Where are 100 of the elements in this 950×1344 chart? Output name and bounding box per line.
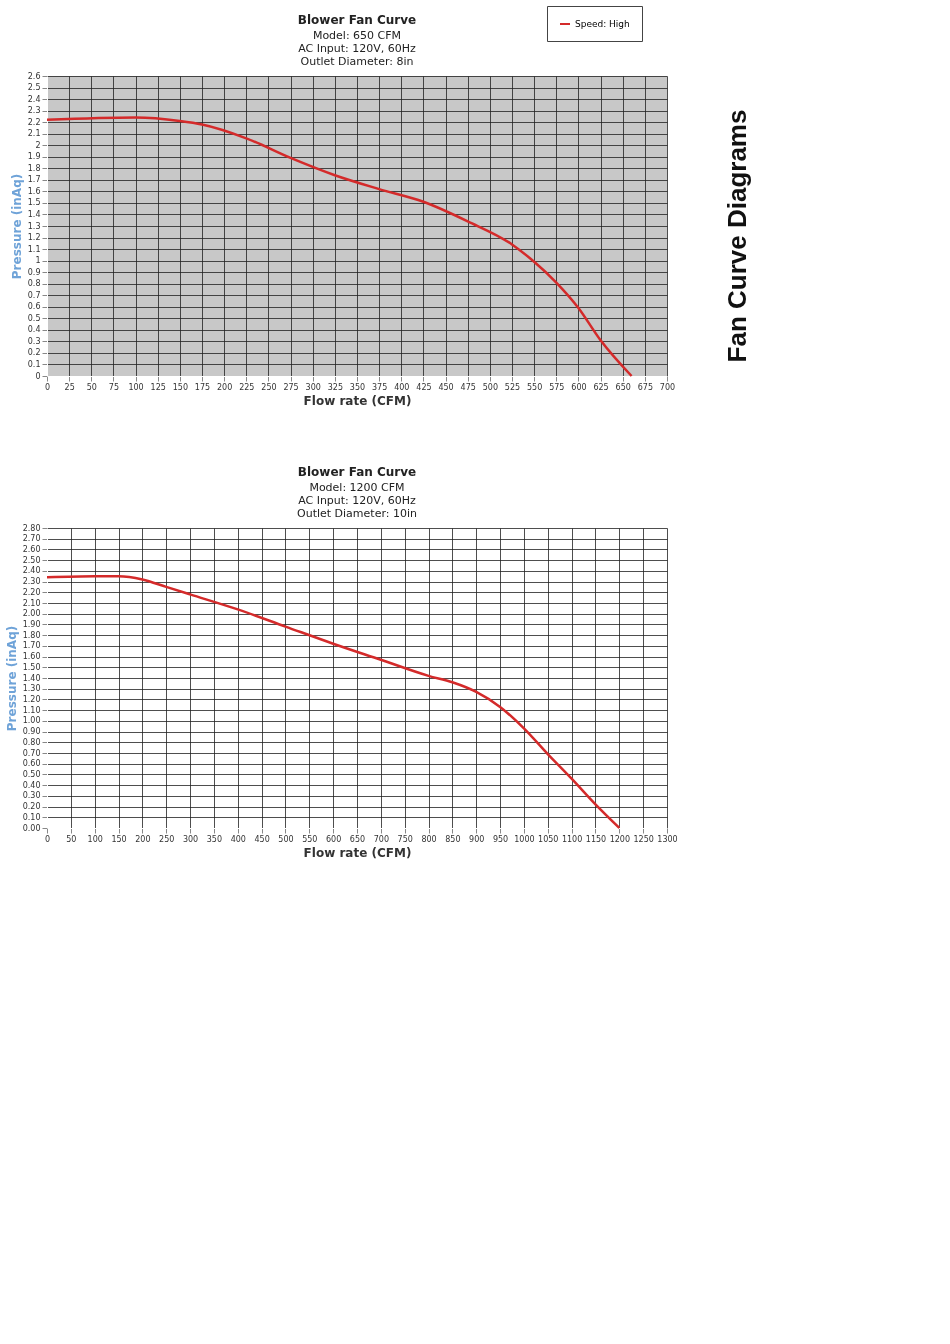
y-tick-label: 2.2: [27, 117, 41, 127]
y-tick-label: 2: [35, 140, 41, 150]
x-tick-label: 450: [438, 382, 454, 392]
x-tick-label: 50: [66, 834, 77, 844]
x-tick-label: 125: [150, 382, 166, 392]
x-tick-label: 225: [239, 382, 255, 392]
y-tick-label: 1.3: [27, 221, 41, 231]
text: Outlet Diameter: 10in: [297, 507, 417, 520]
x-tick-label: 150: [111, 834, 127, 844]
x-tick-label: 100: [128, 382, 144, 392]
y-tick-label: 1.30: [22, 684, 41, 694]
line-series: [45, 116, 633, 378]
y-tick-label: 2.60: [22, 544, 41, 554]
x-tick-label: 625: [593, 382, 609, 392]
legend-label: Speed: High: [575, 19, 630, 29]
x-tick-label: 350: [206, 834, 223, 844]
y-tick-label: 0.5: [27, 313, 41, 323]
x-tick-label: 250: [159, 834, 175, 844]
y-tick-label: 2.40: [22, 566, 41, 576]
y-tick-label: 0.40: [22, 780, 41, 790]
text: AC Input: 120V, 60Hz: [298, 494, 416, 507]
y-tick-label: 1.90: [22, 619, 41, 629]
x-tick-label: 400: [230, 834, 246, 844]
x-tick-label: 400: [394, 382, 410, 392]
x-tick-label: 100: [87, 834, 103, 844]
y-tick-label: 1.7: [27, 175, 41, 185]
y-tick-label: 1.00: [22, 716, 41, 726]
x-axis-title: Flow rate (CFM): [303, 845, 412, 860]
x-tick-label: 50: [86, 382, 97, 392]
x-tick-label: 1200: [609, 834, 630, 844]
x-axis-title: Flow rate (CFM): [303, 393, 412, 408]
x-tick-label: 550: [302, 834, 318, 844]
x-tick-label: 450: [254, 834, 270, 844]
chart-title: Blower Fan Curve: [297, 465, 417, 479]
x-tick-label: 1150: [585, 834, 607, 844]
x-tick-label: 375: [372, 382, 388, 392]
x-tick-label: 500: [482, 382, 498, 392]
y-tick-label: 1.50: [22, 662, 41, 672]
x-tick-label: 950: [492, 834, 509, 844]
x-tick-label: 700: [373, 834, 389, 844]
y-tick-label: 1.5: [27, 198, 41, 208]
y-tick-label: 0.1: [27, 359, 41, 369]
x-tick-label: 575: [549, 382, 565, 392]
x-tick-label: 475: [460, 382, 476, 392]
y-tick-label: 1.20: [22, 694, 41, 704]
text: Model: 1200 CFM: [309, 481, 405, 494]
y-tick-label: 2.80: [22, 523, 41, 533]
y-tick-label: 2.00: [22, 609, 41, 619]
x-tick-label: 650: [615, 382, 631, 392]
y-tick-label: 0.30: [22, 791, 41, 801]
y-tick-label: 2.1: [27, 129, 41, 139]
x-tick-label: 0: [44, 382, 51, 392]
y-tick-label: 1.40: [22, 673, 41, 683]
y-tick-label: 0.6: [27, 302, 41, 312]
y-tick-label: 0.50: [22, 769, 41, 779]
y-tick-label: 1.70: [22, 641, 41, 651]
y-tick-label: 0.8: [27, 279, 41, 289]
x-tick-label: 1000: [514, 834, 535, 844]
x-tick-label: 525: [504, 382, 521, 392]
y-tick-label: 0.2: [27, 348, 41, 358]
y-tick-label: 0.4: [27, 325, 41, 335]
x-tick-label: 0: [44, 834, 51, 844]
x-tick-label: 600: [571, 382, 587, 392]
text: Model: 650 CFM: [312, 29, 402, 42]
x-tick-label: 75: [108, 382, 120, 392]
x-tick-label: 1300: [657, 834, 678, 844]
y-tick-label: 0.70: [22, 748, 41, 758]
y-tick-label: 2.10: [22, 598, 41, 608]
x-tick-label: 175: [194, 382, 211, 392]
x-tick-label: 1250: [633, 834, 654, 844]
y-tick-label: 2.70: [22, 534, 41, 544]
y-tick-label: 1.2: [27, 233, 41, 243]
x-tick-label: 850: [445, 834, 461, 844]
y-tick-label: 0.3: [27, 336, 41, 346]
x-tick-label: 25: [64, 382, 75, 392]
y-tick-label: 1.60: [22, 652, 41, 662]
y-tick-label: 2.4: [27, 94, 41, 104]
y-tick-label: 0.9: [27, 267, 41, 277]
x-tick-label: 1050: [538, 834, 559, 844]
x-tick-label: 700: [659, 382, 676, 392]
y-tick-label: 0.90: [22, 727, 41, 737]
y-tick-label: 1.1: [27, 244, 41, 254]
x-tick-label: 900: [469, 834, 485, 844]
y-axis-title: Pressure (inAq): [4, 625, 19, 732]
y-tick-label: 0.10: [22, 812, 41, 822]
x-tick-label: 800: [421, 834, 437, 844]
x-tick-label: 425: [416, 382, 432, 392]
x-tick-label: 300: [305, 382, 321, 392]
chart-title: Blower Fan Curve: [297, 13, 417, 27]
y-tick-label: 0.7: [27, 290, 41, 300]
x-tick-label: 1100: [561, 834, 583, 844]
x-tick-label: 150: [172, 382, 188, 392]
y-tick-label: 0.20: [22, 802, 41, 812]
y-tick-label: 0.60: [22, 759, 41, 769]
y-tick-label: 2.3: [27, 106, 41, 116]
x-tick-label: 250: [261, 382, 277, 392]
y-tick-label: 1.4: [27, 209, 41, 219]
y-axis-title: Pressure (inAq): [9, 173, 24, 280]
y-tick-label: 1.80: [22, 630, 41, 640]
y-tick-label: 1: [35, 256, 41, 266]
